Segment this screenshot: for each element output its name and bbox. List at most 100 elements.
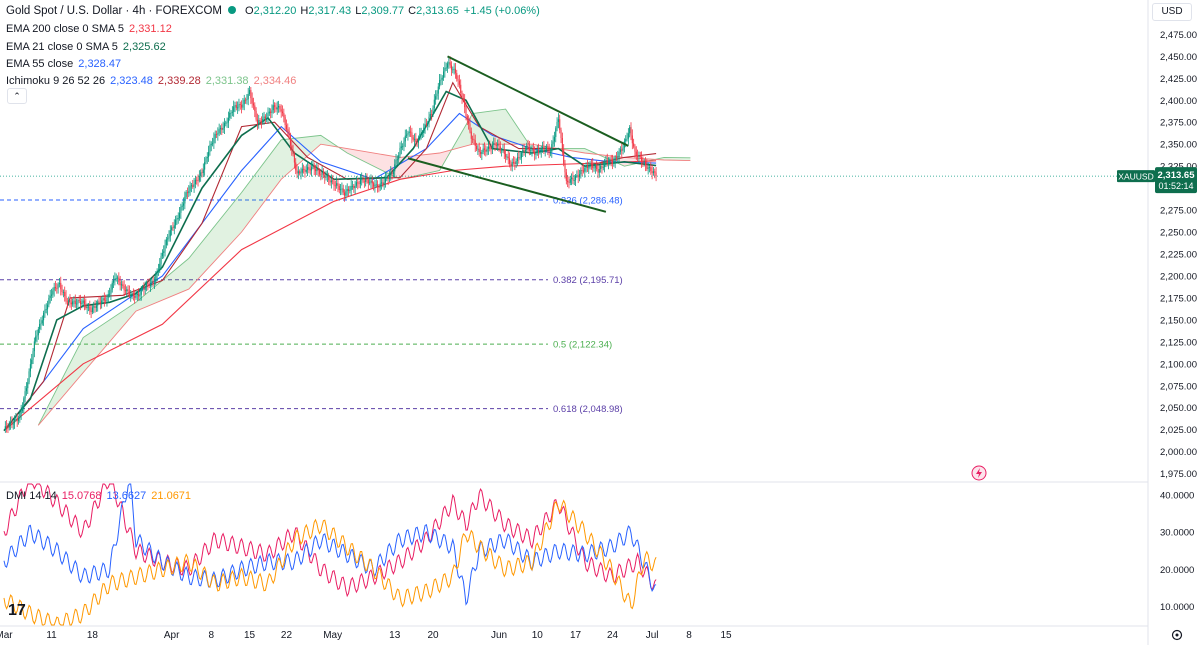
currency-selector[interactable]: USD (1152, 3, 1192, 21)
candle-body (336, 183, 338, 186)
candle-body (582, 170, 585, 172)
candle-body (544, 149, 546, 151)
candle-body (139, 294, 141, 297)
legend-ema200[interactable]: EMA 200 close 0 SMA 5 2,331.12 (6, 23, 172, 35)
candle-body (243, 99, 245, 105)
candle-body (222, 127, 224, 130)
candle-body (346, 189, 348, 192)
candle-body (285, 125, 288, 130)
wedge-trendlines[interactable] (0, 55, 1148, 213)
candle-body (93, 306, 95, 308)
candle-body (400, 146, 402, 149)
candle-body (590, 163, 592, 165)
candle-body (156, 270, 158, 276)
candle-body (452, 69, 454, 71)
legend-ema21[interactable]: EMA 21 close 0 SMA 5 2,325.62 (6, 41, 166, 53)
market-open-dot (228, 6, 237, 14)
candle-body (448, 62, 450, 64)
candle-body (491, 144, 493, 149)
ohlc-high: H2,317.43 (300, 5, 352, 17)
candle-body (646, 165, 648, 169)
candle-body (394, 164, 396, 172)
candle-body (524, 149, 526, 152)
candle-body (630, 127, 632, 136)
candle-body (415, 138, 417, 142)
candles (4, 56, 657, 434)
candle-body (531, 148, 533, 151)
collapse-legend-button[interactable]: ⌃ (7, 88, 27, 104)
trendline (407, 157, 607, 213)
x-tick-label: May (323, 630, 342, 641)
candle-body (296, 170, 298, 174)
dmi-di-line (3, 483, 657, 598)
candle-body (106, 297, 108, 302)
candle-body (280, 109, 282, 112)
candle-body (90, 310, 92, 313)
candle-body (477, 148, 479, 150)
y-tick-label: 2,275.00 (1160, 206, 1197, 217)
tradingview-logo[interactable]: 17 (8, 602, 26, 619)
candle-body (37, 329, 39, 336)
candle-body (378, 187, 380, 188)
fibonacci-retracement[interactable]: 0.236 (2,286.48) 0.382 (2,195.71) 0.5 (2,1… (0, 195, 623, 415)
candle-body (411, 132, 413, 138)
candle-body (271, 110, 273, 113)
symbol-title[interactable]: Gold Spot / U.S. Dollar · 4h · FOREXCOM (6, 5, 223, 17)
candle-body (124, 290, 126, 292)
candle-body (40, 323, 42, 325)
candle-body (515, 160, 517, 165)
candle-body (395, 160, 397, 165)
candle-body (281, 111, 284, 114)
legend-dmi[interactable]: DMI 14 14 15.0768 13.6627 21.0671 (6, 490, 192, 502)
candle-body (192, 185, 194, 187)
y-tick-label: 2,100.00 (1160, 359, 1197, 370)
candle-body (635, 151, 637, 156)
candle-body (528, 146, 530, 151)
candle-body (419, 133, 421, 139)
candle-body (41, 320, 43, 324)
legend-ema55[interactable]: EMA 55 close 2,328.47 (6, 58, 122, 70)
candle-body (217, 133, 219, 135)
candle-body (551, 144, 553, 152)
candle-body (424, 124, 426, 128)
candle-body (82, 300, 84, 303)
candle-body (563, 150, 565, 164)
ohlc-low: L2,309.77 (355, 5, 405, 17)
candle-body (614, 157, 616, 162)
candle-body (105, 300, 107, 302)
candle-body (241, 104, 243, 108)
candle-body (102, 298, 104, 301)
candle-body (58, 282, 60, 285)
candle-body (304, 169, 306, 172)
candle-body (64, 292, 66, 297)
candle-body (235, 105, 237, 108)
candle-body (48, 297, 50, 305)
candle-body (567, 180, 569, 183)
candle-body (639, 155, 641, 158)
candle-body (363, 181, 365, 183)
candle-body (194, 179, 196, 185)
candle-body (70, 302, 72, 305)
candle-body (242, 104, 244, 108)
candle-body (472, 138, 474, 140)
candle-body (259, 120, 261, 122)
candle-body (503, 149, 505, 154)
candle-body (15, 419, 17, 420)
candle-body (565, 172, 567, 181)
candle-body (329, 179, 331, 183)
kijun-line (3, 81, 657, 431)
ohlc-open: O2,312.20 (245, 5, 297, 17)
gear-icon-hub (1175, 633, 1179, 637)
candle-body (189, 186, 191, 192)
candle-body (258, 120, 260, 125)
candle-body (619, 149, 621, 152)
candle-body (12, 423, 14, 425)
ichimoku-cloud (37, 108, 691, 426)
candle-body (219, 127, 222, 130)
legend-ichimoku[interactable]: Ichimoku 9 26 52 26 2,323.48 2,339.28 2,331… (6, 75, 297, 87)
candle-body (177, 218, 179, 219)
candle-body (215, 134, 218, 135)
candle-body (437, 86, 439, 94)
x-tick-label: 18 (87, 630, 99, 641)
